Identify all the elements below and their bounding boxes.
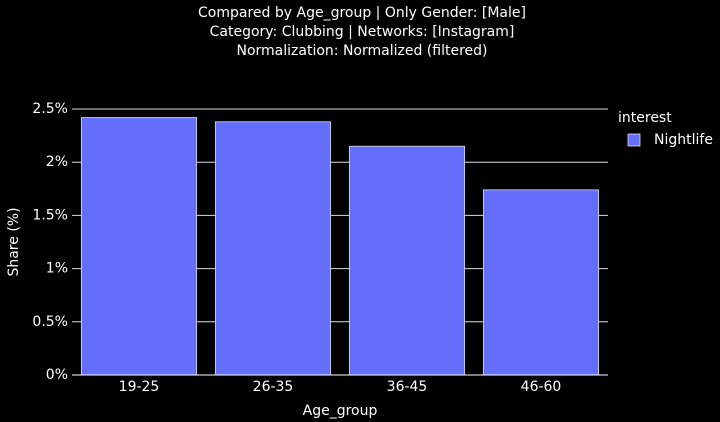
chart-title-line: Compared by Age_group | Only Gender: [Ma… bbox=[198, 5, 526, 21]
x-tick-label: 46-60 bbox=[521, 379, 562, 395]
y-tick-label: 2% bbox=[46, 154, 68, 170]
legend-label: Nightlife bbox=[654, 132, 713, 148]
y-tick-label: 0.5% bbox=[32, 314, 68, 330]
x-axis-label: Age_group bbox=[303, 403, 378, 419]
x-tick-label: 26-35 bbox=[253, 379, 294, 395]
y-axis-label: Share (%) bbox=[6, 207, 22, 276]
bar bbox=[80, 117, 198, 376]
x-tick-label: 36-45 bbox=[387, 379, 428, 395]
y-tick-label: 0% bbox=[46, 367, 68, 383]
legend-title: interest bbox=[618, 110, 672, 126]
bar bbox=[214, 121, 332, 376]
bar bbox=[482, 189, 600, 376]
y-tick-label: 2.5% bbox=[32, 101, 68, 117]
chart-title-line: Normalization: Normalized (filtered) bbox=[237, 43, 488, 59]
bar bbox=[348, 145, 466, 376]
y-tick-label: 1% bbox=[46, 261, 68, 277]
x-tick-label: 19-25 bbox=[119, 379, 160, 395]
legend-swatch bbox=[627, 133, 641, 147]
y-tick-label: 1.5% bbox=[32, 207, 68, 223]
chart-title-line: Category: Clubbing | Networks: [Instagra… bbox=[210, 24, 515, 40]
